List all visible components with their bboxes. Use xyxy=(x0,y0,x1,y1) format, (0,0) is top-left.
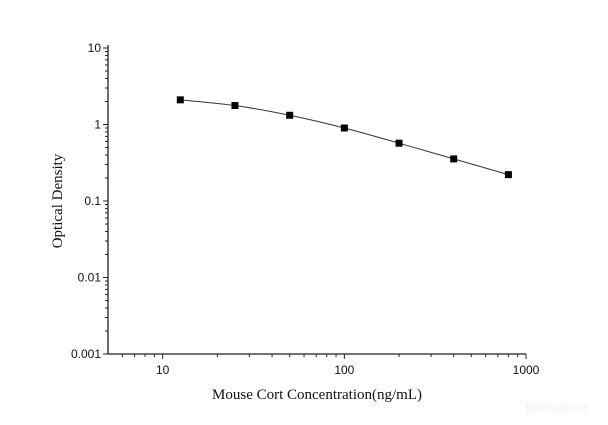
data-point-marker xyxy=(340,124,348,132)
y-axis-title: Optical Density xyxy=(50,153,66,248)
data-point-marker xyxy=(231,102,239,110)
x-tick-label: 100 xyxy=(334,363,354,377)
axes: 0.001 0.01 0.1 1 10 10 100 1000 xyxy=(71,41,540,377)
data-point-marker xyxy=(395,139,403,147)
x-tick-label: 10 xyxy=(156,363,170,377)
y-tick-label: 0.01 xyxy=(78,271,102,285)
data-points xyxy=(176,96,512,179)
data-point-marker xyxy=(286,111,294,119)
fit-curve-path xyxy=(180,99,509,176)
y-tick-label: 0.1 xyxy=(84,194,101,208)
data-point-marker xyxy=(504,171,512,179)
fit-curve xyxy=(180,99,509,176)
watermark: Elabscience xyxy=(525,400,590,414)
x-axis-title: Mouse Cort Concentration(ng/mL) xyxy=(212,387,422,403)
y-tick-label: 10 xyxy=(88,41,102,55)
data-point-marker xyxy=(176,96,184,104)
data-point-marker xyxy=(450,155,458,163)
x-tick-label: 1000 xyxy=(513,363,540,377)
y-tick-label: 1 xyxy=(94,118,101,132)
y-tick-label: 0.001 xyxy=(71,347,101,361)
